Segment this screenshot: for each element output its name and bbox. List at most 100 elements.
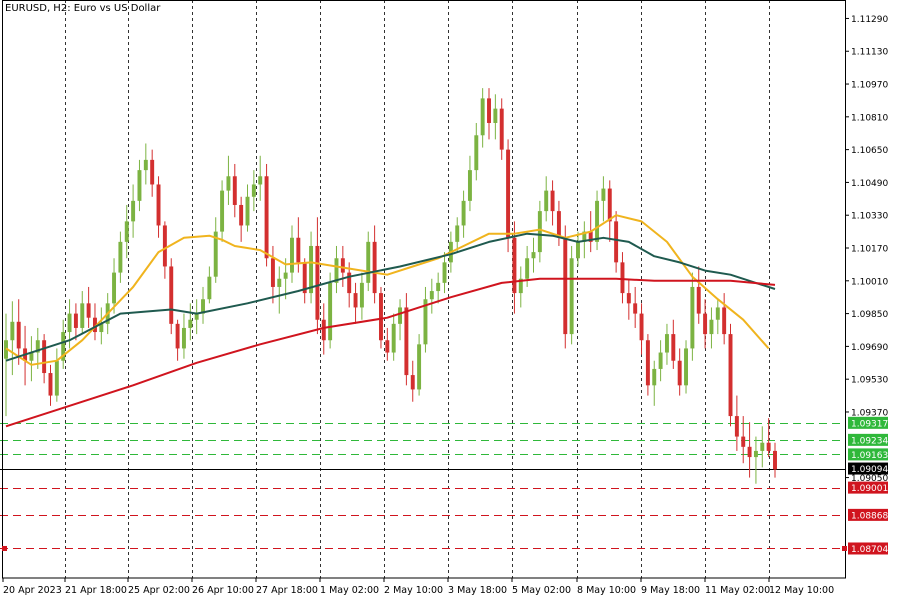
candle (658, 340, 663, 382)
ma_fast-line (5, 214, 770, 366)
x-tick-label: 26 Apr 10:00 (192, 585, 254, 596)
candle-body (366, 241, 371, 283)
candle (467, 155, 472, 212)
candle-body (709, 319, 714, 335)
candle-body (404, 307, 409, 376)
candle (760, 426, 765, 468)
candle (563, 225, 568, 349)
candle (321, 303, 326, 355)
x-tick-label: 25 Apr 02:00 (128, 585, 190, 596)
candle-body (626, 293, 631, 304)
candle-body (760, 442, 765, 451)
candle-body (334, 258, 339, 283)
candle-body (80, 303, 85, 328)
candle (436, 272, 441, 304)
candle-body (467, 170, 472, 201)
candle-body (10, 321, 15, 341)
candle-body (131, 200, 136, 222)
candle-body (16, 321, 21, 349)
candle (137, 159, 142, 212)
candle-body (290, 237, 294, 273)
candle-body (512, 237, 517, 294)
candle (334, 245, 339, 294)
candle-body (309, 245, 314, 294)
candle-body (175, 323, 180, 349)
candle-body (385, 340, 390, 353)
candle-body (576, 241, 580, 259)
candle-body (162, 225, 167, 267)
candle-body (429, 291, 434, 300)
candle-body (474, 135, 479, 171)
candle (181, 313, 186, 359)
x-tick-label: 21 Apr 18:00 (65, 585, 127, 596)
candle (569, 245, 574, 345)
candle (366, 231, 371, 292)
candle-body (156, 184, 161, 226)
candle (531, 237, 536, 273)
y-tick-label: 1.11130 (851, 48, 888, 58)
candle-body (537, 211, 542, 253)
x-tick-label: 3 May 18:00 (448, 585, 507, 596)
candle-body (690, 286, 695, 349)
candle-body (703, 313, 708, 335)
candle-body (417, 344, 422, 390)
candle-body (531, 252, 536, 259)
x-tick-label: 5 May 02:00 (512, 585, 571, 596)
candle (728, 323, 733, 427)
candle-body (220, 190, 225, 232)
candle-body (137, 170, 142, 201)
candle-body (251, 184, 256, 197)
candle-body (741, 436, 746, 447)
candle (118, 231, 123, 283)
candle (442, 252, 447, 294)
candle-body (671, 334, 676, 361)
candle (162, 221, 167, 279)
candle-body (658, 352, 663, 369)
candle-body (302, 262, 307, 294)
candle (239, 196, 244, 242)
candle-body (194, 313, 199, 320)
candle (277, 266, 282, 314)
candle-body (283, 272, 288, 279)
candle-body (620, 262, 625, 294)
candle (582, 221, 587, 259)
candle (595, 190, 600, 251)
candle (709, 307, 714, 349)
candle (226, 155, 231, 205)
candle (302, 258, 307, 304)
candle-body (734, 416, 739, 437)
candle (429, 278, 434, 314)
candle (576, 231, 580, 267)
candle (741, 416, 746, 464)
candle (169, 258, 174, 335)
candle-body (493, 108, 498, 123)
candle-body (54, 360, 59, 396)
candle (455, 217, 460, 253)
candle-body (35, 340, 40, 353)
y-tick-label: 1.10330 (851, 212, 888, 222)
candle (766, 418, 771, 458)
time-axis: 20 Apr 2023 21 Apr 18:00 25 Apr 02:00 26 Ap… (2, 578, 834, 596)
candle (61, 319, 66, 369)
y-tick-label: 1.09050 (851, 474, 888, 484)
candle (537, 200, 542, 263)
candle (633, 286, 638, 328)
candle-body (398, 307, 403, 324)
candle-body (582, 231, 587, 242)
candle-body (747, 446, 752, 458)
candle (493, 94, 498, 140)
support-badge-label: 1.09317 (851, 419, 888, 429)
candle-body (423, 299, 428, 345)
candle (251, 170, 256, 212)
candle (258, 155, 263, 201)
candle-body (563, 237, 568, 335)
candle-body (99, 323, 104, 333)
candle (753, 436, 758, 484)
candle (385, 327, 390, 361)
candle (391, 313, 396, 361)
candle-body (353, 293, 358, 308)
candle-body (436, 282, 441, 292)
candle (194, 299, 199, 335)
candle (143, 143, 148, 185)
resistance-badge-label: 1.08704 (851, 545, 888, 555)
